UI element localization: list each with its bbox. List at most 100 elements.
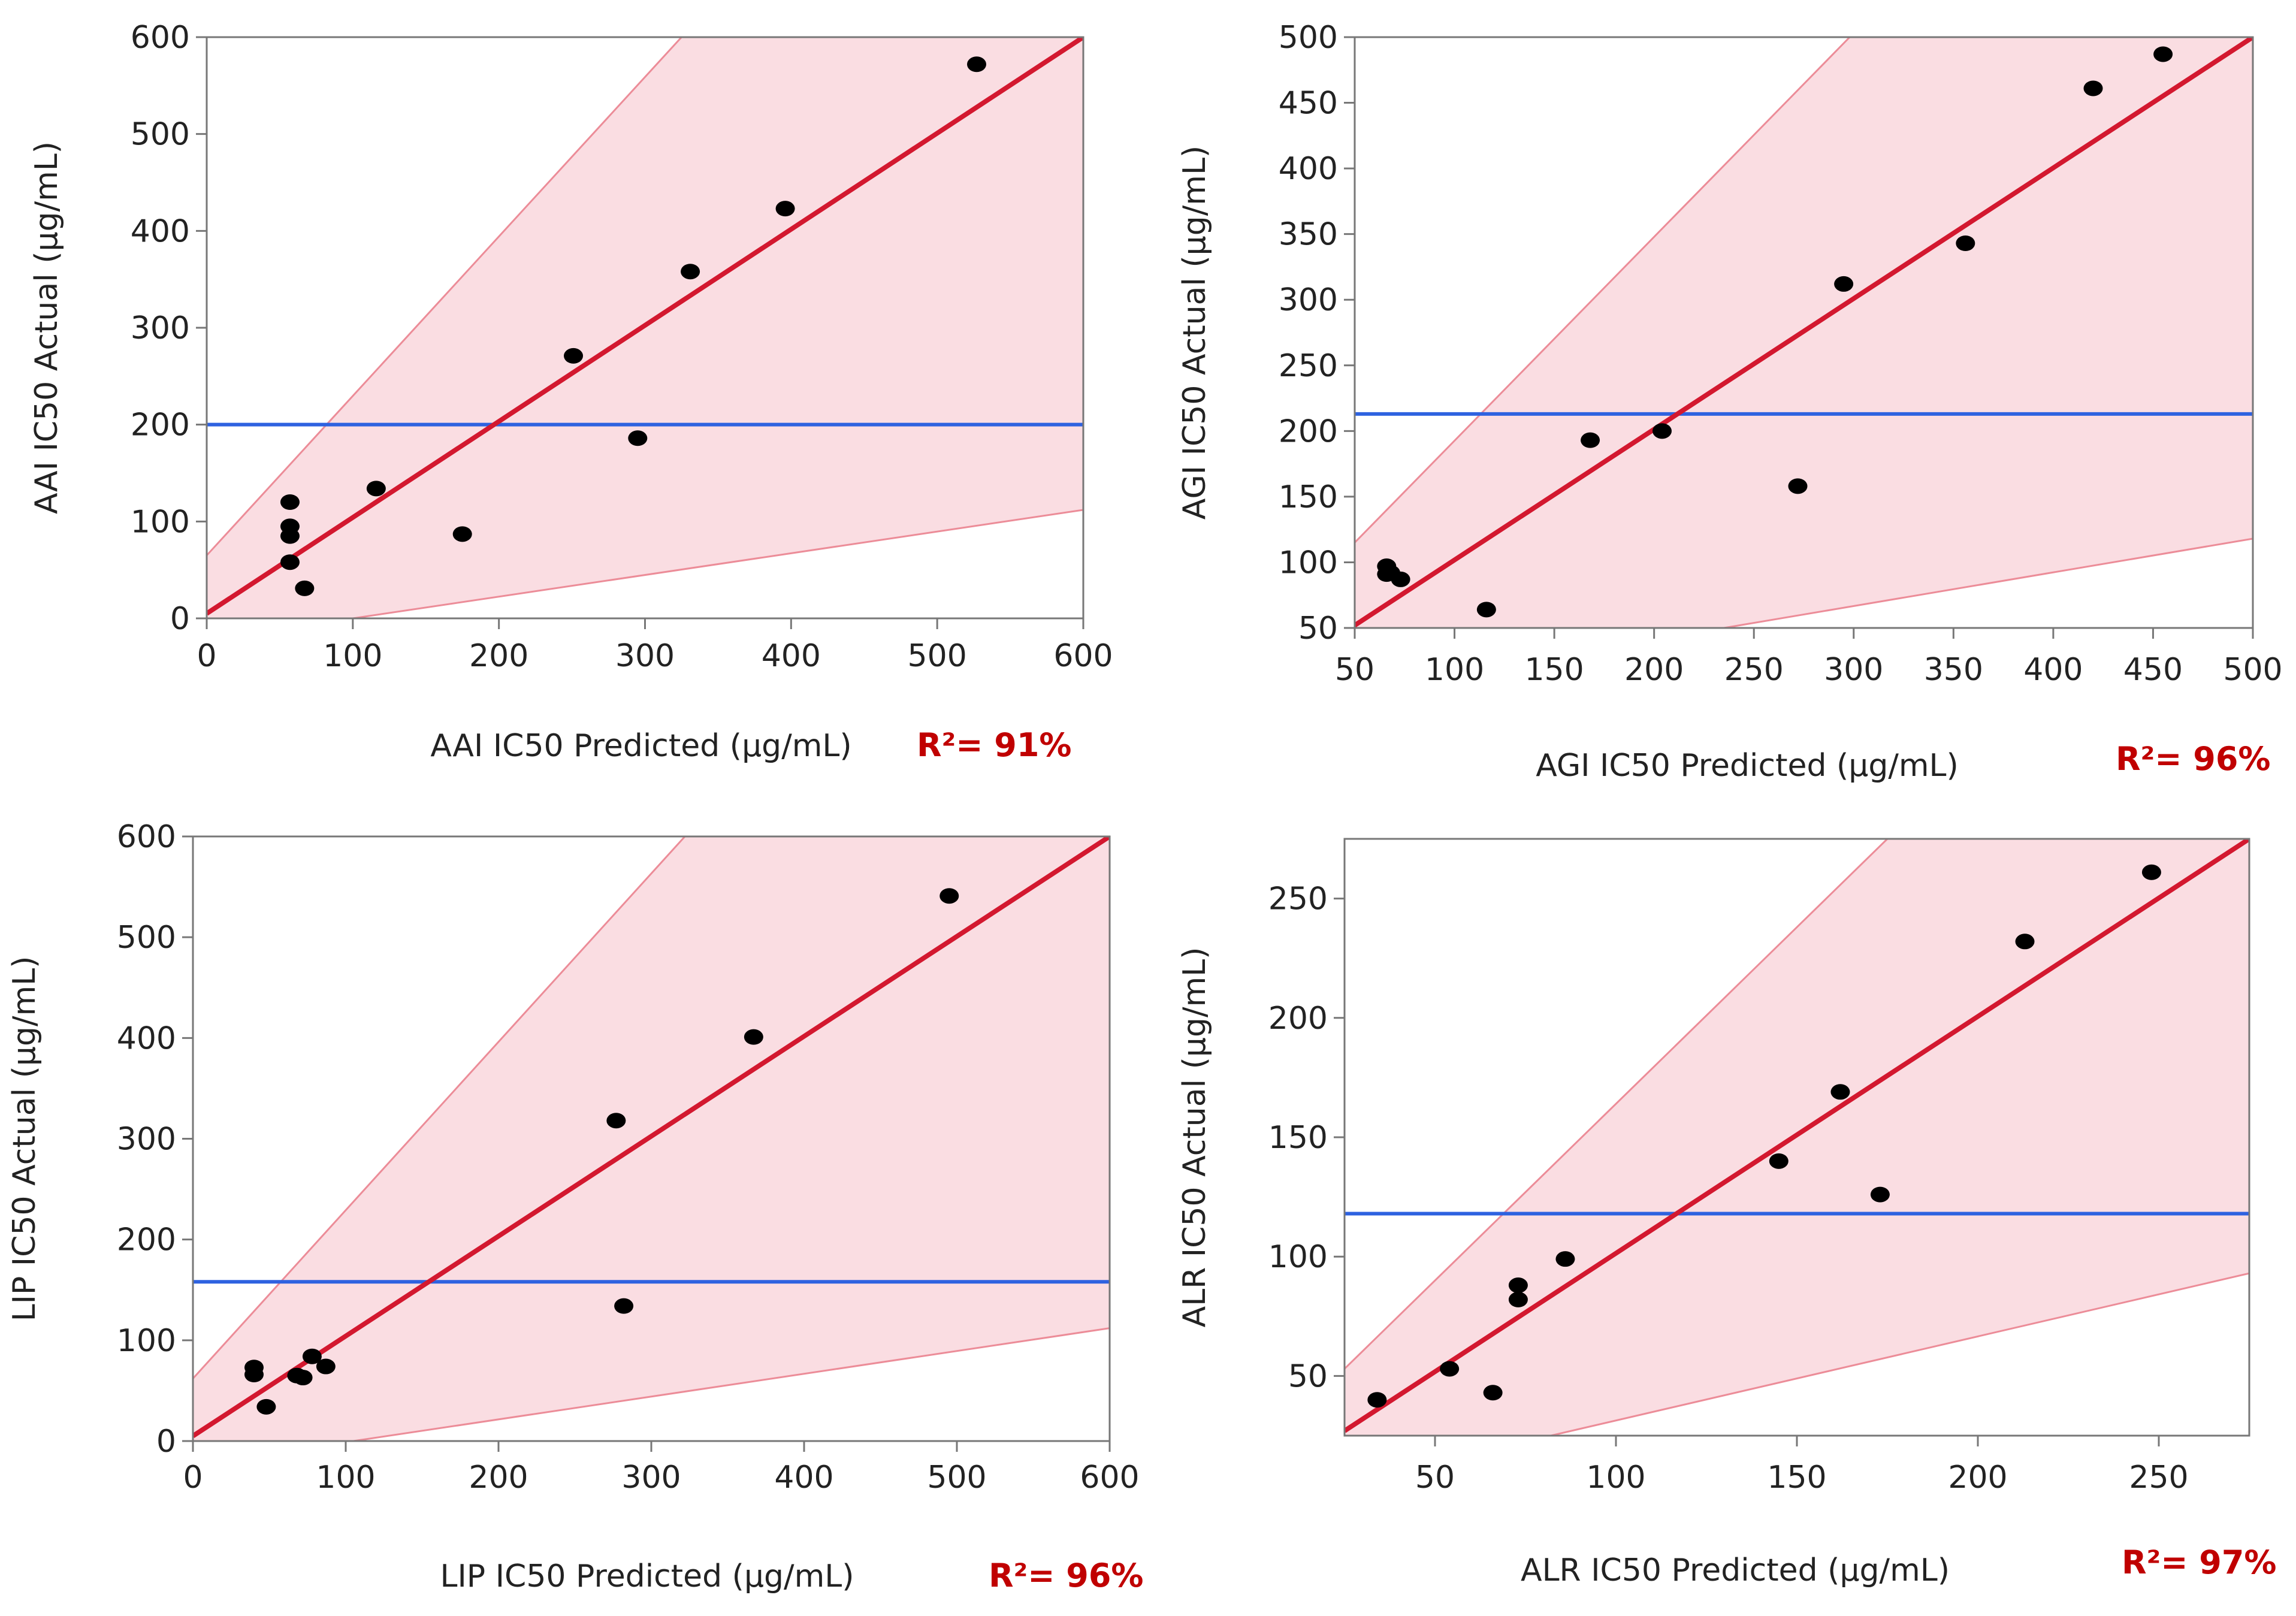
x-tick-label: 400 [762, 638, 821, 674]
band-lower-edge [352, 509, 1083, 618]
x-tick-label: 50 [1415, 1460, 1455, 1496]
x-tick-label: 500 [2223, 652, 2282, 688]
band-upper-edge [1355, 37, 1851, 543]
y-tick-label: 250 [1279, 348, 1338, 384]
data-point [614, 1298, 634, 1314]
x-tick-label: 300 [1824, 652, 1883, 688]
y-axis-label: ALR IC50 Actual (µg/mL) [1177, 947, 1213, 1328]
data-point [775, 201, 795, 217]
x-tick-label: 150 [1767, 1460, 1826, 1496]
r-squared-annotation: R²= 91% [917, 726, 1072, 764]
y-tick-label: 200 [1279, 413, 1338, 449]
y-tick-label: 500 [117, 920, 176, 956]
band-upper-edge [193, 836, 686, 1379]
y-tick-label: 600 [117, 819, 176, 855]
band-lower-edge [1550, 1272, 2249, 1436]
band-upper-edge [207, 37, 682, 556]
band-lower-edge [1724, 537, 2253, 628]
data-point [1652, 423, 1672, 439]
data-point [606, 1113, 626, 1129]
x-tick-label: 250 [1724, 652, 1784, 688]
y-tick-label: 0 [170, 601, 190, 637]
x-tick-label: 300 [621, 1460, 681, 1496]
y-tick-label: 200 [117, 1222, 176, 1258]
panel-aai-scatter: 0 100 200 300 400 500 600 0 100 200 300 400 500 600 AA… [0, 0, 1148, 808]
x-tick-label: 200 [1624, 652, 1684, 688]
y-axis-label: AAI IC50 Actual (µg/mL) [29, 141, 65, 514]
x-tick-label: 50 [1335, 652, 1374, 688]
y-tick-label: 450 [1279, 86, 1338, 122]
data-point [452, 526, 472, 542]
x-tick-label: 0 [183, 1460, 203, 1496]
chart-svg-alr: 50 100 150 200 250 50 100 150 200 250 ALR IC50 Pre… [1177, 838, 2277, 1588]
y-tick-label: 350 [1279, 217, 1338, 253]
x-tick-label: 200 [469, 638, 528, 674]
data-point [295, 580, 315, 596]
x-tick-label: 600 [1080, 1460, 1139, 1496]
y-tick-label: 50 [1298, 611, 1338, 647]
y-tick-label: 500 [131, 117, 190, 153]
data-point [1581, 432, 1600, 448]
x-tick-label: 250 [2129, 1460, 2188, 1496]
data-point [1367, 1392, 1387, 1408]
y-tick-label: 400 [131, 213, 190, 249]
x-tick-label: 400 [774, 1460, 833, 1496]
chart-svg-lip: 0 100 200 300 400 500 600 0 100 200 300 400 500 600 LI… [7, 819, 1144, 1594]
y-tick-label: 300 [131, 310, 190, 346]
y-tick-label: 100 [1279, 545, 1338, 581]
data-point [2015, 934, 2035, 950]
data-point [1476, 602, 1496, 618]
data-point [1508, 1277, 1528, 1294]
y-tick-label: 400 [1279, 151, 1338, 187]
x-tick-label: 100 [316, 1460, 375, 1496]
y-tick-label: 100 [1268, 1239, 1328, 1275]
fit-line [207, 37, 1083, 616]
x-tick-label: 200 [1948, 1460, 2007, 1496]
data-point [1440, 1361, 1460, 1377]
x-tick-label: 300 [615, 638, 675, 674]
y-tick-label: 50 [1288, 1358, 1328, 1394]
data-point [628, 430, 648, 446]
data-point [967, 56, 987, 73]
data-point [1870, 1186, 1890, 1203]
plot-area [1355, 37, 2253, 628]
data-point [1830, 1084, 1850, 1100]
data-point [1483, 1385, 1503, 1401]
x-tick-label: 350 [1924, 652, 1983, 688]
data-point [366, 481, 386, 497]
y-tick-label: 400 [117, 1020, 176, 1056]
data-point [1788, 478, 1808, 494]
y-tick-label: 600 [131, 20, 190, 56]
y-tick-label: 200 [131, 407, 190, 443]
y-axis-label: AGI IC50 Actual (µg/mL) [1177, 146, 1213, 519]
y-tick-label: 300 [1279, 282, 1338, 318]
x-tick-label: 600 [1053, 638, 1113, 674]
chart-svg-aai: 0 100 200 300 400 500 600 0 100 200 300 400 500 600 AA… [29, 20, 1113, 764]
fit-line [1345, 839, 2249, 1433]
data-point [1391, 571, 1410, 587]
data-point [2141, 864, 2161, 880]
data-point [280, 494, 300, 510]
r-squared-annotation: R²= 96% [989, 1557, 1144, 1594]
r-squared-annotation: R²= 96% [2116, 740, 2271, 778]
x-axis-label: AGI IC50 Predicted (µg/mL) [1536, 748, 1959, 784]
data-point [2083, 80, 2103, 96]
plot-frame [1354, 36, 2254, 629]
data-point [1508, 1291, 1528, 1307]
data-point [744, 1029, 763, 1045]
y-tick-label: 300 [117, 1122, 176, 1158]
panel-lip-scatter: 0 100 200 300 400 500 600 0 100 200 300 400 500 600 LI… [0, 808, 1148, 1615]
x-tick-label: 200 [469, 1460, 528, 1496]
plot-area [1345, 839, 2249, 1436]
chart-svg-agi: 50 100 150 200 250 300 350 400 450 500 50 100 150 200… [1177, 20, 2283, 784]
data-point [280, 554, 300, 570]
fit-line [1355, 37, 2253, 627]
data-point [564, 348, 584, 364]
data-point [316, 1358, 336, 1375]
x-tick-label: 150 [1524, 652, 1584, 688]
x-tick-label: 100 [323, 638, 382, 674]
data-point [1769, 1153, 1789, 1169]
band-upper-edge [1345, 839, 1889, 1370]
data-point [293, 1370, 313, 1386]
data-point [681, 264, 700, 280]
